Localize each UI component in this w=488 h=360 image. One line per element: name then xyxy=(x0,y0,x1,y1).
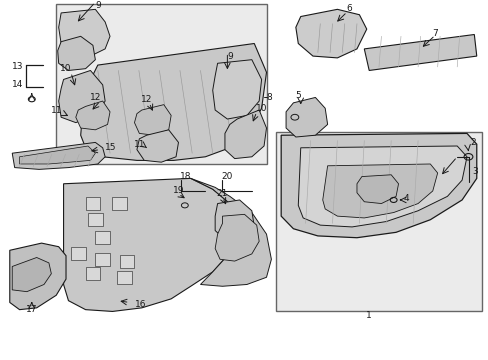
Text: 1: 1 xyxy=(366,311,371,320)
Bar xyxy=(95,253,110,266)
Polygon shape xyxy=(356,175,398,203)
Bar xyxy=(85,267,100,280)
Polygon shape xyxy=(212,60,261,119)
Polygon shape xyxy=(298,146,466,227)
Polygon shape xyxy=(12,257,51,292)
Polygon shape xyxy=(10,243,66,310)
Text: 8: 8 xyxy=(266,93,272,102)
Text: 11: 11 xyxy=(133,140,145,149)
Text: 16: 16 xyxy=(134,300,146,309)
Text: 12: 12 xyxy=(141,95,152,104)
Bar xyxy=(276,132,481,311)
Bar xyxy=(117,271,132,284)
Text: 20: 20 xyxy=(221,172,233,181)
Text: 11: 11 xyxy=(50,105,62,114)
Text: 5: 5 xyxy=(295,91,301,100)
Polygon shape xyxy=(20,146,95,164)
Text: 19: 19 xyxy=(172,186,184,195)
Polygon shape xyxy=(190,178,271,286)
Polygon shape xyxy=(224,110,266,159)
Polygon shape xyxy=(322,164,437,218)
Text: 17: 17 xyxy=(26,305,38,314)
Polygon shape xyxy=(59,71,105,123)
Polygon shape xyxy=(215,200,254,239)
Polygon shape xyxy=(58,36,95,71)
Text: 14: 14 xyxy=(12,80,23,89)
Polygon shape xyxy=(81,44,266,161)
Text: 3: 3 xyxy=(471,167,477,176)
Text: 4: 4 xyxy=(403,194,408,203)
Text: 9: 9 xyxy=(226,51,232,60)
Polygon shape xyxy=(137,130,178,162)
Text: 15: 15 xyxy=(105,143,117,152)
Text: 10: 10 xyxy=(255,104,267,113)
Polygon shape xyxy=(295,9,366,58)
Polygon shape xyxy=(63,178,232,311)
Bar xyxy=(88,213,102,226)
Polygon shape xyxy=(281,134,476,238)
Polygon shape xyxy=(215,214,259,261)
Text: 6: 6 xyxy=(346,4,352,13)
Polygon shape xyxy=(285,98,327,137)
Text: 7: 7 xyxy=(431,29,437,38)
Polygon shape xyxy=(364,35,476,71)
Text: 2: 2 xyxy=(469,138,475,147)
Text: 18: 18 xyxy=(180,172,191,181)
Text: 12: 12 xyxy=(89,93,101,102)
Polygon shape xyxy=(134,105,171,135)
Text: 21: 21 xyxy=(216,189,228,198)
Bar xyxy=(71,247,85,260)
Bar xyxy=(120,255,134,267)
Polygon shape xyxy=(76,101,110,130)
Bar xyxy=(95,231,110,244)
Bar xyxy=(112,197,127,210)
Text: 13: 13 xyxy=(12,62,24,71)
Bar xyxy=(56,4,266,164)
Polygon shape xyxy=(12,143,105,170)
Text: 10: 10 xyxy=(60,64,72,73)
Bar xyxy=(85,197,100,210)
Text: 9: 9 xyxy=(95,1,101,10)
Polygon shape xyxy=(59,9,110,56)
